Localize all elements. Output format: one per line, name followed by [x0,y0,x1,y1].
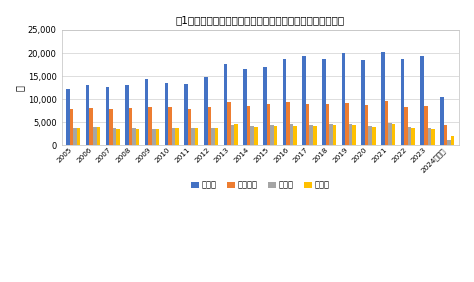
Bar [447,140,451,145]
Bar [431,129,435,145]
Bar [392,124,395,145]
Bar [365,105,368,145]
Bar [283,59,286,145]
Bar [215,128,218,145]
Bar [208,107,211,145]
Bar [191,128,195,145]
Bar [263,67,266,145]
Bar [254,127,257,145]
Bar [227,102,231,145]
Bar [224,64,227,145]
Bar [368,126,372,145]
Bar [333,125,336,145]
Bar [424,106,428,145]
Bar [440,97,444,145]
Bar [152,129,155,145]
Bar [247,106,250,145]
Bar [381,52,384,145]
Bar [164,83,168,145]
Bar [329,124,333,145]
Bar [97,127,100,145]
Bar [155,129,159,145]
Bar [188,109,191,145]
Bar [86,85,90,145]
Bar [349,124,352,145]
Bar [172,128,175,145]
Bar [77,128,81,145]
Bar [293,126,297,145]
Bar [204,77,208,145]
Bar [93,127,97,145]
Bar [175,128,179,145]
Bar [388,123,392,145]
Bar [113,128,116,145]
Bar [428,128,431,145]
Bar [326,104,329,145]
Legend: 東京都, 神奈川県, 千葉県, 埼玉県: 東京都, 神奈川県, 千葉県, 埼玉県 [188,177,333,193]
Title: 図1　首都圏中古マンションの成約戸数と前年同期比の推移: 図1 首都圏中古マンションの成約戸数と前年同期比の推移 [176,15,345,25]
Bar [243,69,247,145]
Bar [302,56,306,145]
Bar [322,59,326,145]
Bar [266,104,270,145]
Bar [310,125,313,145]
Bar [66,89,70,145]
Bar [211,128,215,145]
Bar [404,107,408,145]
Bar [132,128,136,145]
Bar [234,124,238,145]
Bar [129,108,132,145]
Bar [401,59,404,145]
Bar [136,129,139,145]
Bar [411,128,415,145]
Bar [90,108,93,145]
Bar [270,125,273,145]
Bar [70,109,73,145]
Bar [290,124,293,145]
Bar [145,79,148,145]
Bar [451,136,454,145]
Bar [73,128,77,145]
Bar [384,100,388,145]
Bar [342,54,345,145]
Bar [286,102,290,145]
Bar [408,127,411,145]
Bar [106,87,109,145]
Bar [195,128,199,145]
Bar [313,126,317,145]
Bar [273,126,277,145]
Bar [352,125,356,145]
Bar [125,85,129,145]
Y-axis label: 戸: 戸 [15,85,25,91]
Bar [148,107,152,145]
Bar [361,60,365,145]
Bar [184,84,188,145]
Bar [372,127,375,145]
Bar [116,129,120,145]
Bar [231,125,234,145]
Bar [109,109,113,145]
Bar [420,56,424,145]
Bar [306,104,310,145]
Bar [168,107,172,145]
Bar [345,103,349,145]
Bar [444,125,447,145]
Bar [250,126,254,145]
